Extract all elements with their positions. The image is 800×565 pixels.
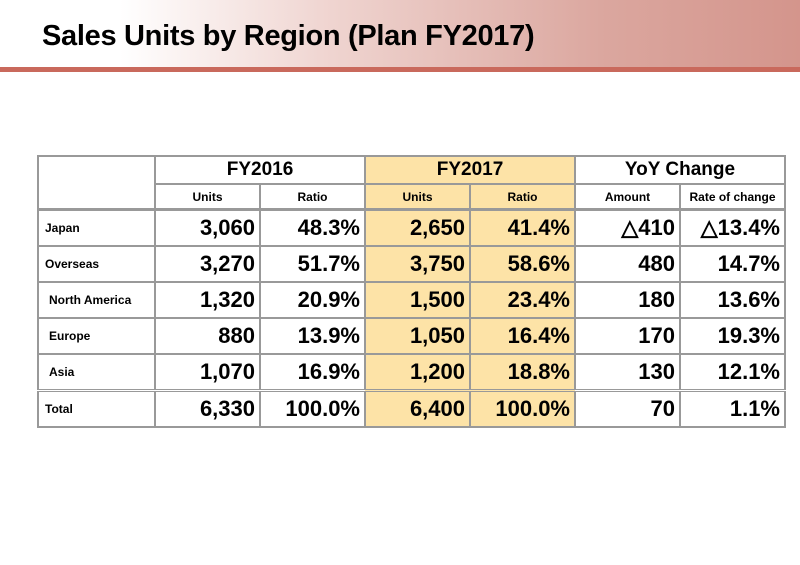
table-cell: 70 [574,389,681,428]
table-cell: 3,750 [364,245,471,283]
table-cell: 16.4% [469,317,576,355]
table-cell: 170 [574,317,681,355]
table-cell: 1,070 [154,353,261,392]
table-cell: 180 [574,281,681,319]
subheader-cell: Units [154,183,261,211]
row-label: Overseas [37,245,156,283]
table-cell: 19.3% [679,317,786,355]
row-label: North America [37,281,156,319]
subheader-cell: Ratio [469,183,576,211]
table-cell: 1,050 [364,317,471,355]
row-label: Asia [37,353,156,392]
table-row: North America 1,320 20.9% 1,500 23.4% 180 13.6… [37,281,786,319]
table-cell: 1.1% [679,389,786,428]
table-cell: △410 [574,208,681,247]
table-cell: 6,330 [154,389,261,428]
table-cell: 100.0% [259,389,366,428]
table-cell: 3,270 [154,245,261,283]
table-row: Europe 880 13.9% 1,050 16.4% 170 19.3% [37,317,786,355]
subheader-cell: Units [364,183,471,211]
table-cell: 1,500 [364,281,471,319]
table-cell: 51.7% [259,245,366,283]
table-cell: 130 [574,353,681,392]
table-cell: 58.6% [469,245,576,283]
table-cell: 12.1% [679,353,786,392]
group-yoy: YoY Change [574,155,786,185]
group-fy2017: FY2017 [364,155,576,185]
table-cell: 1,200 [364,353,471,392]
title-banner [0,0,800,68]
subheader-cell: Rate of change [679,183,786,211]
table-cell: 48.3% [259,208,366,247]
table-cell: 20.9% [259,281,366,319]
table-cell: 16.9% [259,353,366,392]
table-cell: 480 [574,245,681,283]
row-label: Europe [37,317,156,355]
table-cell: 13.9% [259,317,366,355]
table-row: Total 6,330 100.0% 6,400 100.0% 70 1.1% [37,389,786,428]
table-cell: 14.7% [679,245,786,283]
table-row: Asia 1,070 16.9% 1,200 18.8% 130 12.1% [37,353,786,392]
table-cell: 23.4% [469,281,576,319]
row-label: Total [37,389,156,428]
sales-table: FY2016 FY2017 YoY Change Units Ratio Units… [37,155,786,428]
table-cell: 13.6% [679,281,786,319]
table-cell: 3,060 [154,208,261,247]
table-cell: 100.0% [469,389,576,428]
row-label: Japan [37,208,156,247]
table-cell: 880 [154,317,261,355]
table-cell: 18.8% [469,353,576,392]
subheader-row: Units Ratio Units Ratio Amount Rate of change [38,183,786,211]
corner-cell [37,155,156,211]
table-cell: 1,320 [154,281,261,319]
slide-title: Sales Units by Region (Plan FY2017) [42,20,535,52]
table-row: Overseas 3,270 51.7% 3,750 58.6% 480 14.7% [37,245,786,283]
group-header-row: FY2016 FY2017 YoY Change [37,155,786,211]
title-divider [0,67,800,72]
table-cell: 41.4% [469,208,576,247]
subheader-cell: Ratio [259,183,366,211]
table-cell: 2,650 [364,208,471,247]
subheader-cell: Amount [574,183,681,211]
table-row: Japan 3,060 48.3% 2,650 41.4% △410 △13.4% [37,208,786,247]
table-cell: △13.4% [679,208,786,247]
group-fy2016: FY2016 [154,155,366,185]
table-cell: 6,400 [364,389,471,428]
